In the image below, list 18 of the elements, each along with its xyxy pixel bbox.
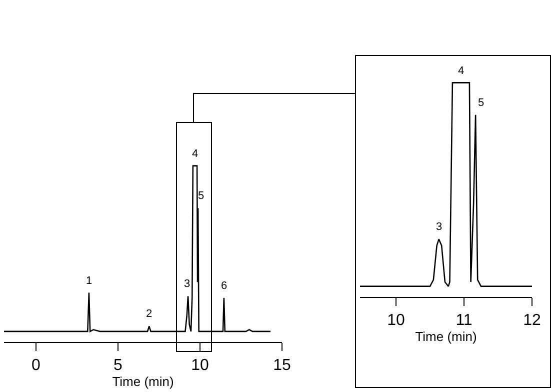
x-tick-label: 10 — [191, 357, 209, 374]
x-tick-label: 10 — [387, 312, 406, 330]
annotation: 6 — [221, 280, 228, 292]
annotation: 4 — [458, 65, 464, 77]
annotation: 5 — [198, 190, 204, 202]
annotation: 3 — [184, 278, 190, 290]
x-tick-label: 15 — [273, 357, 291, 374]
annotation: 1 — [86, 275, 92, 287]
x-axis-title: Time (min) — [112, 374, 174, 390]
annotation: 5 — [478, 97, 484, 109]
x-tick-label: 5 — [114, 357, 123, 374]
annotation: 4 — [192, 148, 198, 160]
annotation: 2 — [146, 308, 152, 320]
x-tick-label: 12 — [523, 312, 541, 330]
annotation: 3 — [436, 221, 442, 233]
x-tick-label: 11 — [456, 312, 472, 330]
x-tick-label: 0 — [32, 357, 41, 374]
x-axis-title: Time (min) — [415, 329, 477, 344]
